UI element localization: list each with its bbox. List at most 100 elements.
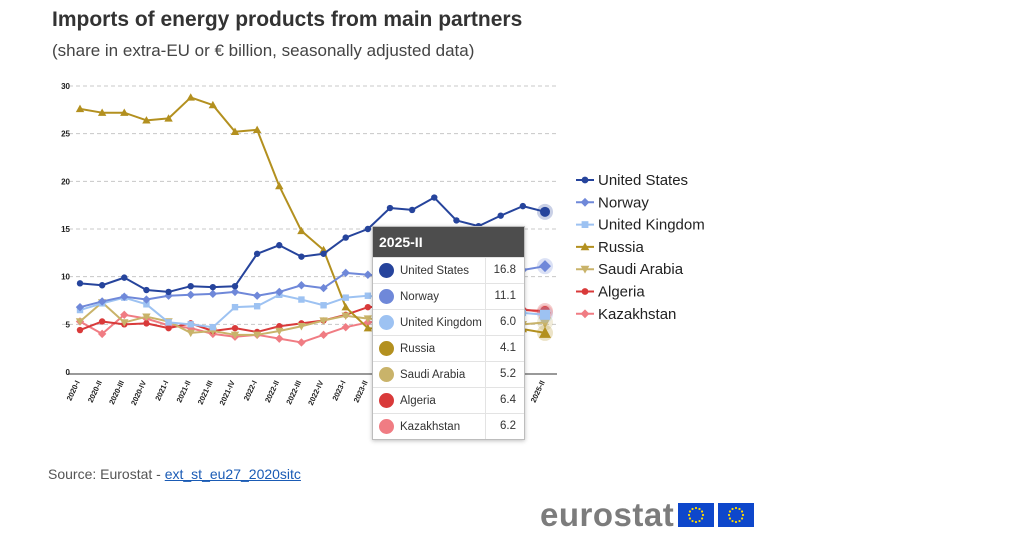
data-point[interactable]: [275, 181, 284, 190]
data-point[interactable]: [231, 324, 239, 332]
data-point[interactable]: [297, 323, 306, 331]
data-point[interactable]: [253, 250, 261, 257]
data-point[interactable]: [539, 317, 551, 329]
data-point[interactable]: [363, 315, 373, 323]
data-point[interactable]: [187, 283, 194, 290]
data-point[interactable]: [319, 330, 328, 340]
legend-item[interactable]: Russia: [576, 239, 645, 256]
data-point[interactable]: [143, 286, 150, 294]
data-point[interactable]: [230, 287, 240, 297]
data-point[interactable]: [342, 294, 349, 301]
data-point[interactable]: [165, 288, 172, 296]
data-point[interactable]: [230, 331, 240, 340]
source-link[interactable]: ext_st_eu27_2020sitc: [164, 466, 301, 482]
legend-item[interactable]: Kazakhstan: [576, 306, 676, 323]
data-point[interactable]: [297, 281, 306, 290]
data-point[interactable]: [121, 274, 128, 281]
data-point[interactable]: [298, 296, 305, 303]
legend-marker[interactable]: [580, 197, 590, 207]
data-point[interactable]: [497, 212, 504, 219]
data-point[interactable]: [120, 108, 129, 116]
data-point[interactable]: [120, 319, 129, 327]
data-point[interactable]: [319, 317, 328, 325]
data-point[interactable]: [364, 303, 372, 311]
data-point[interactable]: [298, 253, 305, 260]
data-point[interactable]: [186, 290, 195, 299]
data-point[interactable]: [76, 326, 84, 334]
data-point[interactable]: [519, 202, 527, 210]
data-point[interactable]: [142, 116, 151, 124]
data-point[interactable]: [275, 287, 284, 297]
data-point[interactable]: [364, 225, 372, 233]
data-point[interactable]: [431, 194, 438, 201]
legend-marker[interactable]: [580, 309, 590, 319]
data-point[interactable]: [186, 329, 195, 338]
legend-item[interactable]: Norway: [576, 194, 649, 211]
data-point[interactable]: [363, 323, 373, 332]
data-point[interactable]: [97, 329, 107, 339]
legend-marker[interactable]: [581, 221, 589, 228]
legend-item[interactable]: United Kingdom: [576, 217, 705, 234]
data-point[interactable]: [142, 313, 151, 321]
data-point[interactable]: [76, 280, 84, 287]
data-point[interactable]: [97, 297, 107, 306]
data-point[interactable]: [230, 127, 240, 135]
data-point[interactable]: [186, 93, 195, 101]
data-point[interactable]: [386, 204, 394, 212]
data-point[interactable]: [142, 295, 151, 304]
data-point[interactable]: [231, 303, 239, 311]
data-point[interactable]: [231, 283, 239, 290]
data-point[interactable]: [252, 125, 262, 134]
data-point[interactable]: [341, 268, 350, 278]
data-point[interactable]: [143, 301, 150, 308]
data-point[interactable]: [540, 309, 550, 320]
legend-marker[interactable]: [580, 242, 590, 251]
legend-item[interactable]: Saudi Arabia: [576, 261, 684, 278]
data-point[interactable]: [120, 292, 129, 301]
data-point[interactable]: [540, 206, 550, 217]
data-point[interactable]: [453, 217, 460, 224]
data-point[interactable]: [297, 226, 306, 235]
data-point[interactable]: [252, 291, 262, 300]
data-point[interactable]: [319, 283, 328, 293]
data-point[interactable]: [209, 323, 217, 331]
data-point[interactable]: [97, 108, 107, 116]
data-point[interactable]: [143, 320, 150, 327]
data-point[interactable]: [276, 242, 283, 249]
data-point[interactable]: [341, 312, 350, 320]
legend-marker[interactable]: [581, 288, 589, 295]
data-point[interactable]: [320, 302, 327, 309]
data-point[interactable]: [164, 114, 173, 122]
data-point[interactable]: [363, 270, 373, 279]
data-point[interactable]: [75, 318, 85, 326]
series-united-states: [76, 194, 553, 296]
data-point[interactable]: [165, 319, 172, 326]
data-point[interactable]: [408, 206, 416, 214]
legend-item[interactable]: United States: [576, 172, 688, 189]
data-point[interactable]: [341, 302, 350, 311]
data-point[interactable]: [539, 326, 551, 338]
data-point[interactable]: [253, 303, 261, 310]
data-point[interactable]: [320, 250, 327, 257]
data-point[interactable]: [208, 289, 218, 299]
legend-marker[interactable]: [581, 176, 589, 184]
data-point[interactable]: [75, 302, 85, 312]
data-point[interactable]: [208, 100, 218, 109]
data-point[interactable]: [98, 282, 106, 289]
data-point[interactable]: [539, 260, 551, 273]
data-point[interactable]: [275, 327, 284, 336]
data-point[interactable]: [120, 310, 129, 319]
data-point[interactable]: [342, 234, 349, 241]
data-point[interactable]: [98, 318, 106, 325]
data-point[interactable]: [209, 283, 217, 291]
legend-item[interactable]: Algeria: [576, 284, 645, 301]
data-point[interactable]: [364, 292, 372, 299]
data-point[interactable]: [252, 331, 262, 340]
legend-marker[interactable]: [580, 265, 590, 274]
data-point[interactable]: [341, 322, 350, 332]
data-point[interactable]: [275, 334, 284, 343]
data-point[interactable]: [297, 338, 306, 347]
data-point[interactable]: [187, 321, 194, 328]
data-point[interactable]: [75, 104, 85, 113]
data-point[interactable]: [165, 324, 172, 332]
